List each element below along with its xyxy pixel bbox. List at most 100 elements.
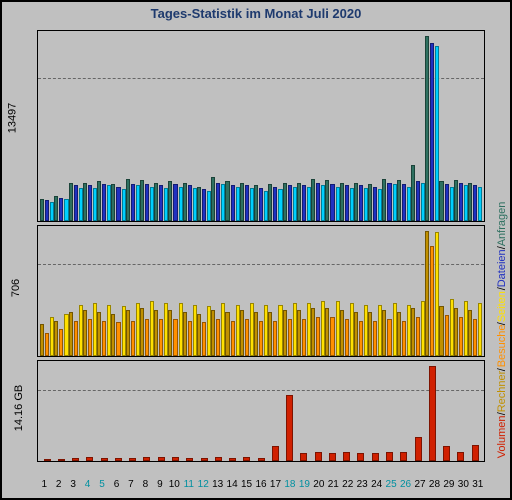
day-group: [297, 366, 311, 461]
bar: [439, 306, 443, 356]
bar: [268, 312, 272, 356]
x-tick: 25: [384, 479, 398, 490]
bar: [273, 321, 277, 356]
bar: [229, 458, 236, 461]
x-tick: 23: [355, 479, 369, 490]
x-tick: 10: [167, 479, 181, 490]
day-group: [154, 231, 168, 356]
x-tick: 20: [312, 479, 326, 490]
day-group: [154, 36, 168, 221]
day-group: [97, 366, 111, 461]
bar: [445, 184, 449, 221]
bar: [302, 185, 306, 221]
x-tick: 16: [254, 479, 268, 490]
day-group: [397, 36, 411, 221]
legend-item: Rechner: [496, 371, 508, 413]
day-group: [397, 231, 411, 356]
day-group: [111, 231, 125, 356]
bar: [168, 181, 172, 221]
bar: [302, 319, 306, 356]
bar: [329, 453, 336, 461]
bar: [459, 183, 463, 221]
x-tick: 14: [225, 479, 239, 490]
day-group: [468, 231, 482, 356]
day-group: [411, 36, 425, 221]
bar: [201, 458, 208, 461]
bar: [330, 317, 334, 356]
bar: [340, 310, 344, 356]
bar: [368, 184, 372, 221]
day-group: [311, 231, 325, 356]
bar: [102, 321, 106, 356]
bar: [259, 321, 263, 356]
x-tick: 29: [442, 479, 456, 490]
day-group: [168, 36, 182, 221]
bar: [116, 187, 120, 221]
panel-mid: [37, 225, 485, 357]
bar: [311, 308, 315, 356]
x-tick: 7: [124, 479, 138, 490]
day-group: [97, 36, 111, 221]
bar: [225, 312, 229, 356]
day-group: [382, 366, 396, 461]
bar: [83, 310, 87, 356]
bar: [340, 183, 344, 221]
bar: [216, 319, 220, 356]
day-group: [240, 366, 254, 461]
bar: [159, 185, 163, 221]
bar: [316, 317, 320, 356]
day-group: [126, 231, 140, 356]
bar: [102, 184, 106, 221]
bar: [373, 187, 377, 221]
day-group: [83, 231, 97, 356]
x-tick: 22: [341, 479, 355, 490]
bar: [343, 452, 350, 461]
day-group: [397, 366, 411, 461]
day-group: [197, 36, 211, 221]
bar: [297, 183, 301, 221]
bar: [473, 185, 477, 221]
x-tick: 18: [283, 479, 297, 490]
bar: [478, 303, 482, 356]
bar: [268, 184, 272, 221]
bar: [211, 177, 215, 221]
bar: [173, 184, 177, 221]
bar: [40, 199, 44, 221]
bar: [258, 458, 265, 461]
bar: [402, 321, 406, 356]
bar: [325, 180, 329, 221]
day-group: [268, 366, 282, 461]
bar: [101, 458, 108, 461]
day-group: [69, 36, 83, 221]
x-tick: 13: [210, 479, 224, 490]
bar: [357, 453, 364, 461]
day-group: [454, 36, 468, 221]
bar: [411, 165, 415, 221]
day-group: [325, 36, 339, 221]
bar: [245, 185, 249, 221]
bar: [368, 312, 372, 356]
bar: [430, 43, 434, 221]
legend-item: Dateien: [496, 249, 508, 287]
x-tick: 19: [297, 479, 311, 490]
bar: [197, 187, 201, 221]
day-group: [54, 366, 68, 461]
day-group: [211, 231, 225, 356]
day-group: [140, 36, 154, 221]
day-group: [425, 231, 439, 356]
bar: [425, 36, 429, 221]
bar: [88, 319, 92, 356]
bar: [425, 231, 429, 356]
day-group: [268, 231, 282, 356]
bar: [359, 185, 363, 221]
bar: [74, 321, 78, 356]
bar: [468, 183, 472, 221]
day-group: [425, 366, 439, 461]
day-group: [297, 231, 311, 356]
bar: [386, 452, 393, 461]
bar: [145, 319, 149, 356]
day-group: [211, 366, 225, 461]
day-group: [40, 366, 54, 461]
day-group: [97, 231, 111, 356]
day-group: [240, 231, 254, 356]
